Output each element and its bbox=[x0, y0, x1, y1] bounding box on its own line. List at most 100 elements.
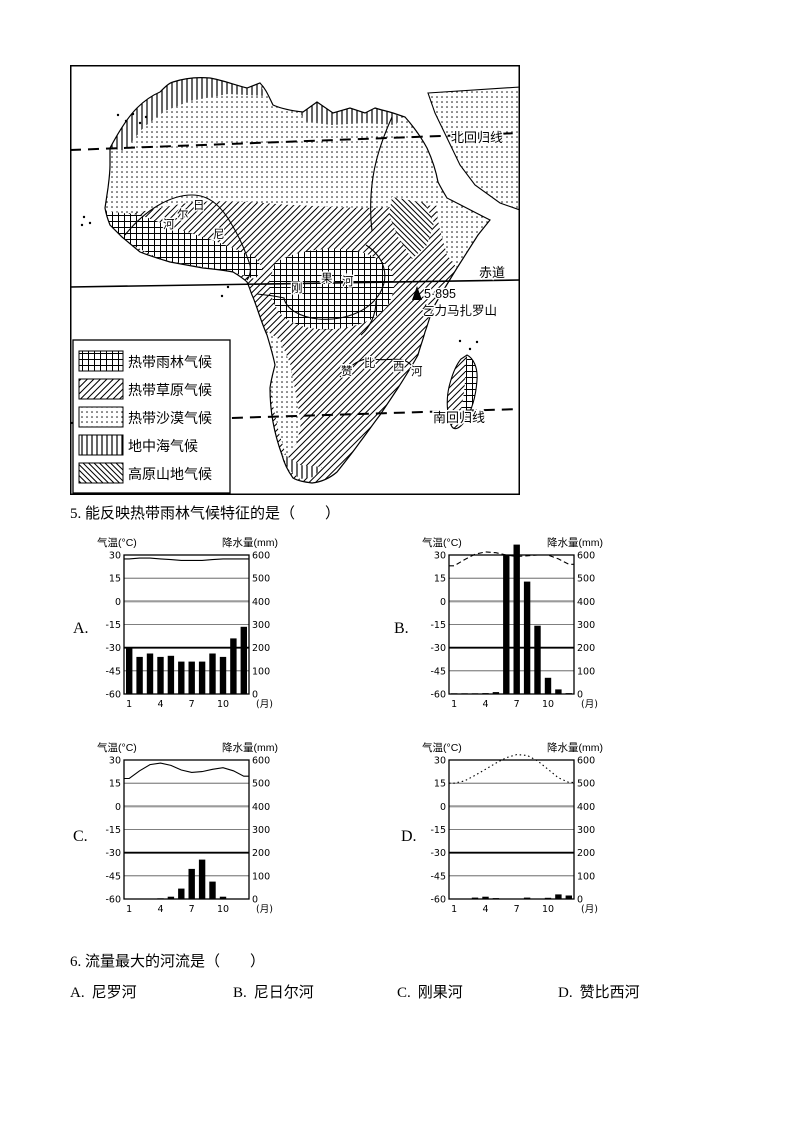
svg-text:30: 30 bbox=[109, 551, 121, 562]
svg-text:尔: 尔 bbox=[177, 207, 189, 221]
svg-text:-30: -30 bbox=[430, 643, 446, 654]
svg-text:30: 30 bbox=[109, 756, 121, 767]
svg-text:1: 1 bbox=[126, 904, 132, 915]
svg-text:地中海气候: 地中海气候 bbox=[128, 438, 198, 454]
svg-text:100: 100 bbox=[577, 871, 595, 882]
svg-text:0: 0 bbox=[440, 802, 446, 813]
svg-text:降水量(mm): 降水量(mm) bbox=[547, 536, 603, 549]
svg-text:400: 400 bbox=[577, 597, 595, 608]
svg-text:热带雨林气候: 热带雨林气候 bbox=[128, 354, 212, 370]
svg-text:10: 10 bbox=[217, 904, 229, 915]
svg-text:-15: -15 bbox=[105, 825, 121, 836]
svg-text:气温(°C): 气温(°C) bbox=[422, 536, 462, 549]
svg-text:(月): (月) bbox=[581, 904, 598, 915]
svg-text:(月): (月) bbox=[256, 699, 273, 710]
svg-text:(月): (月) bbox=[256, 904, 273, 915]
svg-text:-30: -30 bbox=[105, 643, 121, 654]
climate-chart-c: 30 15 0 -15 -30 -45 -60 600 500 400 300 200 100 0 1 4 7 1… bbox=[95, 738, 280, 933]
svg-text:30: 30 bbox=[434, 551, 446, 562]
svg-text:日: 日 bbox=[193, 200, 205, 212]
niger-river bbox=[124, 194, 251, 281]
svg-text:10: 10 bbox=[217, 699, 229, 710]
q6-option-c-label: C. bbox=[397, 985, 411, 1001]
svg-text:赞: 赞 bbox=[341, 365, 353, 378]
svg-text:0: 0 bbox=[115, 802, 121, 813]
svg-text:500: 500 bbox=[577, 779, 595, 790]
svg-text:300: 300 bbox=[252, 825, 270, 836]
svg-text:300: 300 bbox=[577, 620, 595, 631]
svg-text:-45: -45 bbox=[430, 871, 446, 882]
svg-text:1: 1 bbox=[451, 699, 457, 710]
question-6-text: 流量最大的河流是（ ） bbox=[85, 954, 266, 970]
svg-text:300: 300 bbox=[252, 620, 270, 631]
svg-text:0: 0 bbox=[577, 895, 583, 906]
svg-text:高原山地气候: 高原山地气候 bbox=[128, 466, 212, 482]
svg-text:7: 7 bbox=[189, 904, 195, 915]
svg-text:-60: -60 bbox=[430, 895, 446, 906]
svg-text:-60: -60 bbox=[105, 690, 121, 701]
equator-line bbox=[69, 279, 521, 288]
svg-text:600: 600 bbox=[252, 551, 270, 562]
svg-text:河: 河 bbox=[342, 275, 354, 288]
q6-option-d: D. 赞比西河 bbox=[558, 981, 640, 1002]
svg-text:-15: -15 bbox=[430, 620, 446, 631]
svg-text:(月): (月) bbox=[581, 699, 598, 710]
svg-text:1: 1 bbox=[451, 904, 457, 915]
map-legend: 热带雨林气候 热带草原气候 热带沙漠气候 地中海气候 高原山地气候 bbox=[72, 339, 231, 494]
svg-text:300: 300 bbox=[577, 825, 595, 836]
svg-text:0: 0 bbox=[577, 690, 583, 701]
svg-text:500: 500 bbox=[577, 574, 595, 585]
question-5: 5. 能反映热带雨林气候特征的是（ ） bbox=[70, 502, 340, 523]
svg-text:4: 4 bbox=[157, 904, 163, 915]
congo-river bbox=[256, 244, 386, 320]
svg-text:4: 4 bbox=[482, 699, 488, 710]
svg-text:降水量(mm): 降水量(mm) bbox=[222, 741, 278, 754]
swatch-grid-pattern bbox=[78, 350, 124, 372]
question-6-number: 6. bbox=[70, 954, 82, 970]
swatch-dots-pattern bbox=[78, 406, 124, 428]
svg-text:气温(°C): 气温(°C) bbox=[97, 536, 137, 549]
svg-text:0: 0 bbox=[440, 597, 446, 608]
congo-river-label: 刚 果 河 bbox=[290, 271, 356, 297]
svg-text:西: 西 bbox=[393, 361, 405, 373]
svg-text:-30: -30 bbox=[105, 848, 121, 859]
option-label-b: B. bbox=[394, 620, 409, 637]
tropic-of-cancer-label: 北回归线 bbox=[451, 130, 503, 145]
svg-text:尼: 尼 bbox=[213, 228, 225, 241]
q6-option-a-text: 尼罗河 bbox=[91, 985, 137, 1001]
q6-option-a-label: A. bbox=[70, 985, 85, 1001]
tropic-of-cancer-line bbox=[69, 132, 521, 151]
svg-text:4: 4 bbox=[482, 904, 488, 915]
svg-text:气温(°C): 气温(°C) bbox=[422, 741, 462, 754]
svg-text:-60: -60 bbox=[105, 895, 121, 906]
svg-text:7: 7 bbox=[514, 699, 520, 710]
swatch-vlines-pattern bbox=[78, 434, 124, 456]
swatch-diagonal-pattern bbox=[78, 378, 124, 400]
climate-chart-b: 30 15 0 -15 -30 -45 -60 600 500 400 300 200 100 0 1 4 7 1… bbox=[420, 533, 605, 728]
svg-text:0: 0 bbox=[252, 895, 258, 906]
map-figure: 北回归线 赤道 南回归线 河 尔 日 尼 刚 果 河 赞 比 西 河 bbox=[69, 65, 521, 500]
svg-text:15: 15 bbox=[434, 574, 446, 585]
svg-text:-45: -45 bbox=[105, 666, 121, 677]
q6-option-a: A. 尼罗河 bbox=[70, 981, 137, 1002]
congo-river-branch bbox=[360, 300, 377, 336]
zambezi-river bbox=[339, 358, 414, 378]
svg-text:-45: -45 bbox=[105, 871, 121, 882]
zone-desert-horn bbox=[436, 198, 490, 268]
svg-text:200: 200 bbox=[577, 848, 595, 859]
map-frame bbox=[70, 65, 520, 495]
africa-coastline bbox=[104, 77, 491, 484]
q6-option-d-text: 赞比西河 bbox=[579, 985, 640, 1001]
svg-text:15: 15 bbox=[434, 779, 446, 790]
zambezi-river-label: 赞 比 西 河 bbox=[340, 356, 425, 380]
svg-text:30: 30 bbox=[434, 756, 446, 767]
svg-text:600: 600 bbox=[577, 756, 595, 767]
svg-text:400: 400 bbox=[252, 802, 270, 813]
svg-text:热带草原气候: 热带草原气候 bbox=[128, 382, 212, 398]
zone-mediterranean-ne bbox=[298, 102, 400, 125]
zone-highland bbox=[389, 197, 434, 259]
zone-mediterranean-nw bbox=[110, 77, 265, 151]
svg-text:-30: -30 bbox=[430, 848, 446, 859]
kilimanjaro-elevation: 5·895 bbox=[424, 287, 456, 301]
